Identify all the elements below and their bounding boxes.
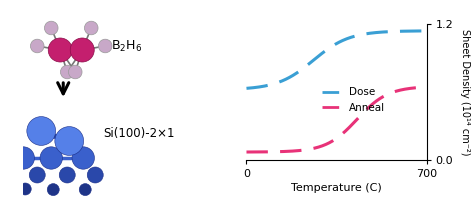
Circle shape [48, 38, 72, 62]
Circle shape [59, 167, 75, 183]
Circle shape [72, 147, 94, 169]
Circle shape [79, 184, 91, 196]
Legend: Dose, Anneal: Dose, Anneal [318, 83, 389, 117]
Circle shape [12, 147, 35, 169]
Text: Si(100)-2×1: Si(100)-2×1 [103, 128, 175, 140]
Text: B$_2$H$_6$: B$_2$H$_6$ [111, 38, 142, 54]
Circle shape [3, 166, 19, 182]
Circle shape [27, 117, 55, 145]
Circle shape [87, 167, 103, 183]
Circle shape [70, 38, 94, 62]
Circle shape [29, 167, 45, 183]
X-axis label: Temperature (C): Temperature (C) [291, 183, 382, 193]
Circle shape [40, 147, 63, 169]
Circle shape [55, 127, 83, 155]
Y-axis label: Activated Boron
Sheet Density (10¹⁴ cm⁻²): Activated Boron Sheet Density (10¹⁴ cm⁻²… [460, 29, 474, 155]
Circle shape [84, 21, 98, 35]
Circle shape [19, 183, 31, 195]
Circle shape [99, 39, 112, 53]
Circle shape [68, 65, 82, 79]
Circle shape [61, 65, 74, 79]
Circle shape [45, 21, 58, 35]
Circle shape [30, 39, 44, 53]
Circle shape [47, 184, 59, 196]
